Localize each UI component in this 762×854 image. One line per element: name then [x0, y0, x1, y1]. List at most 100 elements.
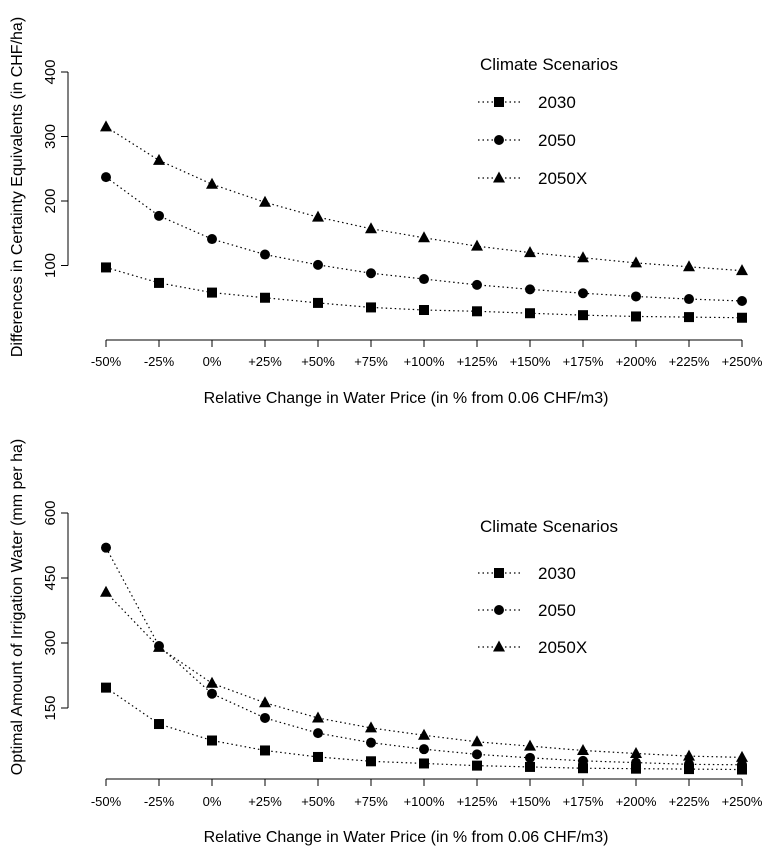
data-point-2050X [630, 256, 642, 268]
x-tick-label: +25% [248, 354, 282, 369]
data-point-2030 [419, 305, 429, 316]
data-point-2030 [366, 302, 376, 313]
x-tick-label: -50% [91, 794, 122, 809]
legend-label: 2050 [538, 131, 576, 150]
series-line-2030 [105, 687, 743, 771]
data-point-2030 [419, 758, 429, 769]
data-point-2050 [578, 755, 588, 766]
data-point-2030 [578, 763, 588, 774]
data-point-2050X [153, 153, 165, 165]
legend-marker [494, 605, 504, 615]
y-tick-label: 300 [42, 630, 59, 655]
data-point-2050 [472, 279, 482, 290]
data-point-2030 [366, 756, 376, 767]
x-tick-label: -25% [144, 354, 175, 369]
data-point-2050 [207, 234, 217, 245]
data-point-2050X [153, 640, 165, 652]
data-point-2050X [524, 739, 536, 751]
data-point-2030 [525, 761, 535, 772]
x-tick-label: +200% [616, 794, 657, 809]
data-point-2050X [524, 246, 536, 258]
y-tick-label: 450 [42, 565, 59, 590]
data-point-2050X [100, 585, 112, 597]
data-point-2030 [472, 306, 482, 317]
data-point-2030 [207, 735, 217, 746]
x-axis-label: Relative Change in Water Price (in % fro… [204, 390, 609, 407]
legend-marker [493, 640, 505, 652]
data-point-2050X [683, 749, 695, 761]
data-point-2030 [472, 760, 482, 771]
x-tick-label: +100% [404, 354, 445, 369]
data-point-2050X [206, 676, 218, 688]
x-tick-label: +50% [301, 354, 335, 369]
data-point-2050 [260, 712, 270, 723]
data-point-2050 [154, 210, 164, 221]
legend-title: Climate Scenarios [480, 55, 618, 74]
data-point-2050X [418, 231, 430, 243]
y-axis-label: Differences in Certainty Equivalents (in… [9, 17, 26, 357]
y-tick-label: 300 [42, 124, 59, 149]
data-point-2050 [525, 284, 535, 295]
data-point-2050X [206, 177, 218, 189]
legend-title: Climate Scenarios [480, 517, 618, 536]
data-point-2050 [684, 759, 694, 770]
x-tick-label: +200% [616, 354, 657, 369]
data-point-2050 [260, 249, 270, 260]
data-point-2050 [101, 542, 111, 553]
data-point-2050 [313, 728, 323, 739]
data-point-2050X [630, 747, 642, 758]
data-point-2050 [737, 295, 747, 306]
data-point-2030 [260, 292, 270, 303]
data-point-2030 [313, 751, 323, 762]
data-point-2050X [471, 239, 483, 251]
data-point-2050 [419, 744, 429, 755]
legend-marker [494, 568, 504, 578]
x-tick-label: +175% [563, 794, 604, 809]
data-point-2050 [419, 274, 429, 285]
y-tick-label: 100 [42, 253, 59, 278]
x-tick-label: +100% [404, 794, 445, 809]
data-point-2050X [577, 251, 589, 263]
data-point-2050X [418, 728, 430, 740]
plot-marks: 100 200 300 400 -50% -25% 0% +25% +50% +75% +100% +… [42, 59, 762, 369]
legend-label: 2050X [538, 169, 587, 188]
y-tick-label: 150 [42, 695, 59, 720]
legend-label: 2030 [538, 93, 576, 112]
data-point-2030 [154, 277, 164, 288]
data-point-2050X [100, 120, 112, 132]
series-line-2050X [105, 126, 743, 272]
x-tick-label: +225% [669, 354, 710, 369]
data-point-2050X [312, 711, 324, 723]
data-point-2050X [365, 222, 377, 234]
x-tick-label: +25% [248, 794, 282, 809]
data-point-2050X [683, 260, 695, 272]
data-point-2050X [365, 721, 377, 733]
data-point-2050 [525, 752, 535, 763]
x-tick-label: +75% [354, 794, 388, 809]
legend-marker [493, 171, 505, 183]
chart-panel-bottom: Optimal Amount of Irrigation Water (mm p… [9, 439, 762, 846]
data-point-2050X [471, 735, 483, 747]
legend-label: 2030 [538, 564, 576, 583]
data-point-2050X [736, 264, 748, 276]
data-point-2030 [313, 297, 323, 308]
data-point-2030 [101, 682, 111, 693]
data-point-2030 [525, 308, 535, 319]
data-point-2050 [578, 288, 588, 299]
x-tick-label: +225% [669, 794, 710, 809]
data-point-2050 [631, 757, 641, 768]
x-tick-label: +250% [722, 794, 762, 809]
legend-label: 2050X [538, 638, 587, 657]
data-point-2050 [737, 759, 747, 770]
chart-panel-top: Differences in Certainty Equivalents (in… [9, 17, 762, 407]
x-tick-label: +150% [510, 794, 551, 809]
x-tick-label: 0% [203, 794, 222, 809]
x-tick-label: +250% [722, 354, 762, 369]
x-tick-label: +125% [457, 354, 498, 369]
legend-marker [494, 135, 504, 145]
data-point-2030 [260, 745, 270, 756]
data-point-2050 [313, 259, 323, 270]
legend-label: 2050 [538, 601, 576, 620]
x-tick-label: -50% [91, 354, 122, 369]
